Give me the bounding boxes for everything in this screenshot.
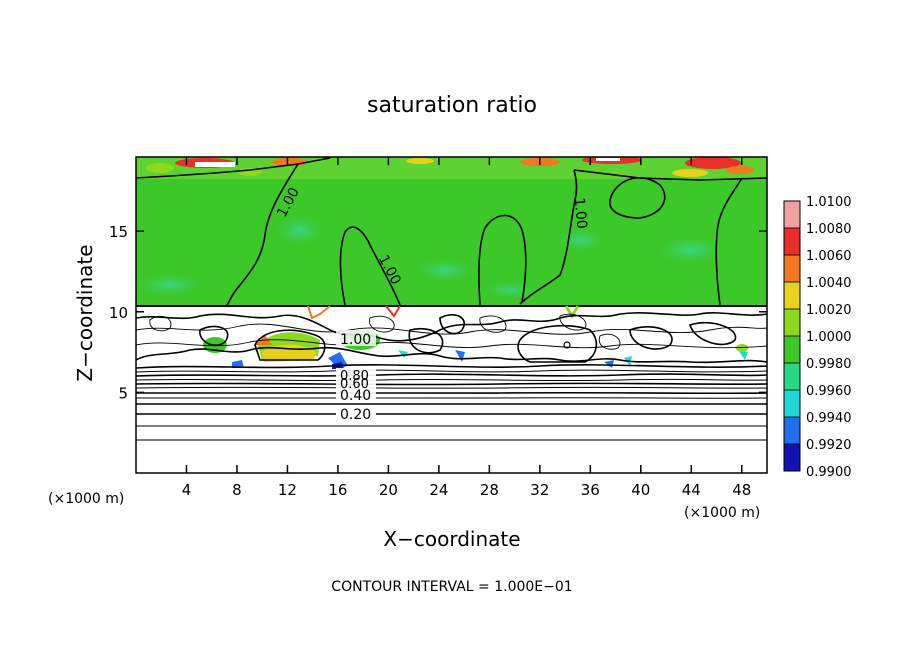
colorbar-swatch: [784, 228, 800, 256]
contour-labels: 1.00 1.00 1.00 1.00 0.80 0.60 0.40 0.20: [274, 185, 589, 423]
colorbar-swatch: [784, 417, 800, 445]
top-band-fill: [136, 157, 767, 179]
x-tick-label: 36: [581, 481, 600, 499]
colorbar-label: 1.0080: [806, 222, 852, 237]
colorbar-swatch: [784, 363, 800, 391]
contour-label: 1.00: [571, 197, 590, 229]
colorbar-label: 1.0060: [806, 249, 852, 264]
colorbar-label: 1.0100: [806, 195, 852, 210]
x-tick-label: 16: [328, 481, 347, 499]
cloud-layer: [136, 306, 767, 473]
chart-title: saturation ratio: [367, 93, 537, 118]
colorbar-label: 1.0020: [806, 303, 852, 318]
x-unit-label-left: (×1000 m): [48, 491, 124, 507]
contour-interval-note: CONTOUR INTERVAL = 1.000E−01: [331, 579, 572, 595]
x-tick-label: 28: [480, 481, 499, 499]
x-axis: 4 8 12 16 20 24 28 32 36 40 44 48: [182, 157, 751, 499]
contour-label: 0.20: [340, 407, 371, 423]
x-tick-label: 32: [530, 481, 549, 499]
x-tick-label: 48: [732, 481, 751, 499]
x-unit-label-right: (×1000 m): [684, 505, 760, 521]
colorbar-swatch: [784, 309, 800, 337]
colorbar-swatch: [784, 201, 800, 229]
field-texture: [136, 212, 730, 300]
colorbar-swatch: [784, 390, 800, 418]
colorbar-label: 0.9920: [806, 438, 852, 453]
colorbar-swatch: [784, 444, 800, 472]
colorbar-swatch: [784, 255, 800, 283]
colorbar-label: 0.9980: [806, 357, 852, 372]
y-axis-label: Z−coordinate: [73, 244, 97, 381]
contour-label: 0.80: [340, 369, 369, 384]
x-tick-label: 20: [379, 481, 398, 499]
x-tick-label: 44: [682, 481, 701, 499]
x-tick-label: 8: [232, 481, 242, 499]
plot-frame: [135, 156, 768, 474]
plot-area: [136, 157, 767, 473]
x-tick-label: 4: [182, 481, 192, 499]
x-axis-label: X−coordinate: [383, 527, 520, 551]
colorbar-label: 0.9940: [806, 411, 852, 426]
x-tick-label: 40: [631, 481, 650, 499]
contour-label: 0.60: [340, 377, 369, 392]
colorbar-label: 0.9900: [806, 465, 852, 480]
lower-contours: [136, 364, 767, 441]
colorbar: 1.0100 1.0080 1.0060 1.0040 1.0020 1.0000 0.99…: [783, 195, 852, 480]
y-tick-label: 5: [118, 384, 128, 402]
contour-label: 1.00: [340, 332, 371, 348]
y-axis: 5 10 15: [109, 223, 767, 402]
colorbar-swatch: [784, 336, 800, 364]
colorbar-swatch: [784, 282, 800, 310]
colorbar-label: 0.9960: [806, 384, 852, 399]
y-tick-label: 15: [109, 223, 128, 241]
cloud-layer-contours: [136, 312, 767, 364]
y-tick-label: 10: [109, 304, 128, 322]
x-tick-label: 12: [278, 481, 297, 499]
upper-contours: [136, 157, 767, 307]
x-tick-label: 24: [429, 481, 448, 499]
contour-label: 0.40: [340, 388, 371, 404]
colorbar-label: 1.0000: [806, 330, 852, 345]
colorbar-label: 1.0040: [806, 276, 852, 291]
